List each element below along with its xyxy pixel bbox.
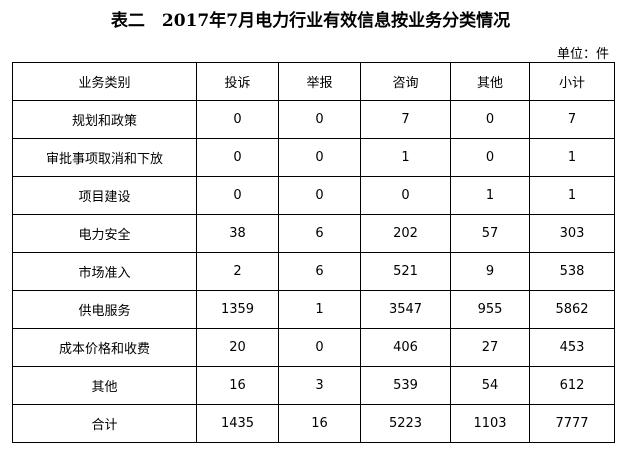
value-cell: 1 [529,138,615,177]
value-cell: 1 [360,138,451,177]
value-cell: 0 [278,176,361,215]
value-cell: 7777 [529,404,615,443]
value-cell: 0 [196,176,279,215]
category-cell: 电力安全 [12,214,197,253]
category-cell: 规划和政策 [12,100,197,139]
value-cell: 1 [278,290,361,329]
unit-label: 单位：件 [556,47,609,62]
value-cell: 16 [278,404,361,443]
table-row: 规划和政策 0 0 7 0 7 [12,100,615,139]
table-row: 供电服务 1359 1 3547 955 5862 [12,290,615,329]
value-cell: 453 [529,328,615,367]
column-header: 投诉 [196,62,279,101]
value-cell: 5862 [529,290,615,329]
value-cell: 7 [529,100,615,139]
value-cell: 9 [450,252,530,291]
business-category-table: 业务类别 投诉 举报 咨询 其他 小计 规划和政策 0 0 7 0 7 审批事项取消和下放 0 0 1 0 1 项… [12,62,615,443]
value-cell: 521 [360,252,451,291]
value-cell: 0 [278,100,361,139]
value-cell: 538 [529,252,615,291]
table-header-row: 业务类别 投诉 举报 咨询 其他 小计 [12,62,615,101]
value-cell: 0 [278,138,361,177]
column-header: 其他 [450,62,530,101]
value-cell: 0 [450,100,530,139]
value-cell: 0 [360,176,451,215]
value-cell: 0 [196,138,279,177]
category-cell: 审批事项取消和下放 [12,138,197,177]
value-cell: 7 [360,100,451,139]
value-cell: 38 [196,214,279,253]
document-title: 表二 2017年7月电力行业有效信息按业务分类情况 [110,11,511,31]
category-cell: 合计 [12,404,197,443]
value-cell: 57 [450,214,530,253]
value-cell: 16 [196,366,279,405]
value-cell: 406 [360,328,451,367]
value-cell: 2 [196,252,279,291]
value-cell: 3547 [360,290,451,329]
value-cell: 0 [450,138,530,177]
value-cell: 303 [529,214,615,253]
column-header: 业务类别 [12,62,197,101]
table-row: 审批事项取消和下放 0 0 1 0 1 [12,138,615,177]
value-cell: 0 [196,100,279,139]
column-header: 小计 [529,62,615,101]
value-cell: 6 [278,214,361,253]
table-row: 其他 16 3 539 54 612 [12,366,615,405]
category-cell: 市场准入 [12,252,197,291]
value-cell: 202 [360,214,451,253]
category-cell: 供电服务 [12,290,197,329]
value-cell: 6 [278,252,361,291]
value-cell: 1435 [196,404,279,443]
table-row: 电力安全 38 6 202 57 303 [12,214,615,253]
value-cell: 5223 [360,404,451,443]
total-row: 合计 1435 16 5223 1103 7777 [12,404,615,443]
value-cell: 1359 [196,290,279,329]
table-row: 市场准入 2 6 521 9 538 [12,252,615,291]
value-cell: 955 [450,290,530,329]
table-row: 项目建设 0 0 0 1 1 [12,176,615,215]
value-cell: 1 [450,176,530,215]
table-row: 成本价格和收费 20 0 406 27 453 [12,328,615,367]
value-cell: 27 [450,328,530,367]
column-header: 举报 [278,62,361,101]
value-cell: 20 [196,328,279,367]
category-cell: 其他 [12,366,197,405]
value-cell: 612 [529,366,615,405]
category-cell: 项目建设 [12,176,197,215]
value-cell: 54 [450,366,530,405]
value-cell: 0 [278,328,361,367]
value-cell: 539 [360,366,451,405]
value-cell: 1 [529,176,615,215]
column-header: 咨询 [360,62,451,101]
value-cell: 3 [278,366,361,405]
value-cell: 1103 [450,404,530,443]
category-cell: 成本价格和收费 [12,328,197,367]
